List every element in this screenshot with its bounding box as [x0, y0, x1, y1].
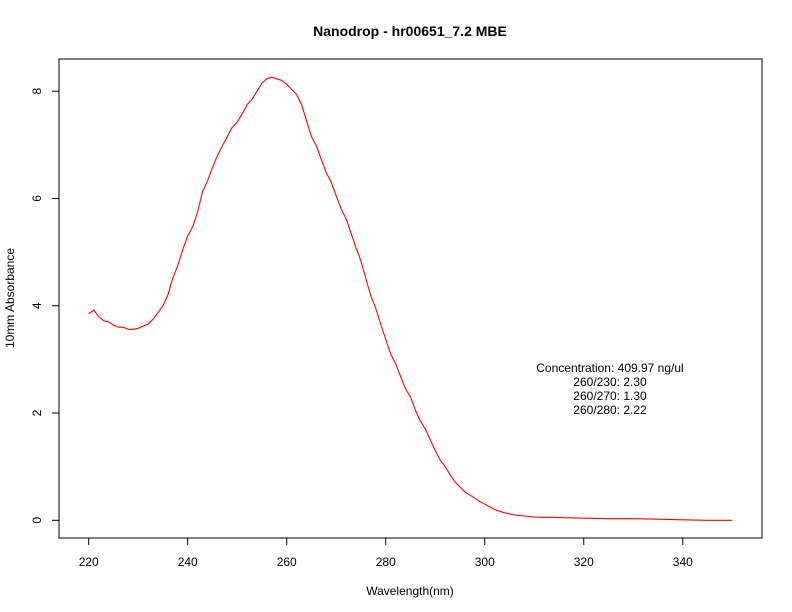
plot-frame: [58, 58, 763, 539]
annotation-ratio-260-230: 260/230: 2.30: [573, 375, 647, 389]
x-tick-label: 300: [475, 555, 495, 569]
x-tick-label: 220: [79, 555, 99, 569]
y-axis-label: 10mm Absorbance: [3, 248, 17, 348]
y-tick-label: 6: [30, 195, 44, 202]
y-tick-label: 4: [30, 302, 44, 309]
annotation-block: Concentration: 409.97 ng/ul 260/230: 2.3…: [536, 361, 683, 417]
absorbance-curve: [88, 76, 733, 521]
x-tick-label: 320: [574, 555, 594, 569]
annotation-ratio-260-270: 260/270: 1.30: [573, 389, 647, 403]
y-tick-label: 8: [30, 88, 44, 95]
y-tick-label: 2: [30, 409, 44, 416]
y-tick-label: 0: [30, 517, 44, 524]
annotation-concentration: Concentration: 409.97 ng/ul: [536, 361, 683, 375]
x-tick-label: 340: [673, 555, 693, 569]
x-tick-label: 240: [178, 555, 198, 569]
x-tick-label: 260: [277, 555, 297, 569]
chart-title: Nanodrop - hr00651_7.2 MBE: [313, 23, 507, 39]
annotation-ratio-260-280: 260/280: 2.22: [573, 403, 647, 417]
x-axis-label: Wavelength(nm): [366, 584, 454, 598]
y-axis: 0 2 4 6 8: [30, 88, 59, 524]
x-axis: 220 240 260 280 300 320 340: [79, 538, 693, 569]
x-tick-label: 280: [376, 555, 396, 569]
